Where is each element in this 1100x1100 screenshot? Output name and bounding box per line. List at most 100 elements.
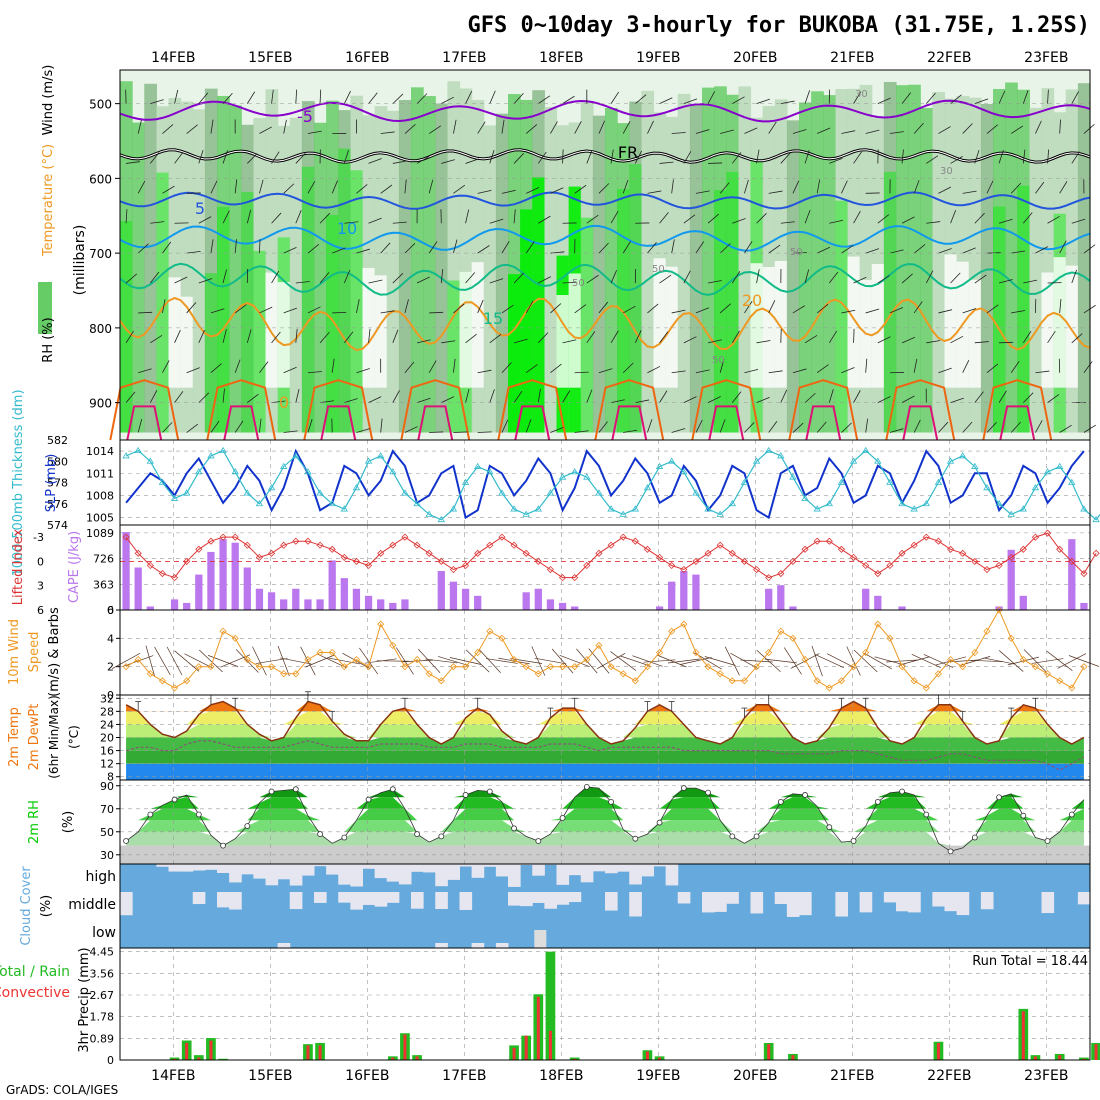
wind-barb xyxy=(319,212,331,224)
wind-barb xyxy=(1059,240,1067,254)
rh-dry-patch xyxy=(847,256,861,388)
li-marker xyxy=(207,537,215,545)
contour-hot-loop xyxy=(611,405,648,441)
wind-barb xyxy=(647,190,662,194)
wind10-marker xyxy=(534,670,542,678)
precip-total-bar xyxy=(218,1058,228,1060)
wind-barb xyxy=(683,151,692,164)
rh-column xyxy=(641,90,655,433)
cloud-high-gap xyxy=(362,864,376,869)
thickness-marker xyxy=(473,462,482,469)
rh-moist-column xyxy=(217,206,230,433)
wind-barb xyxy=(174,89,179,104)
cloud-mid-gap xyxy=(544,892,557,909)
rh2m-marker xyxy=(874,798,881,805)
rh2m-marker xyxy=(996,794,1002,801)
temp-ylabel-4: (°C) xyxy=(67,725,81,749)
cloud-mid-gap xyxy=(556,892,570,905)
rh2m-marker xyxy=(535,838,542,844)
wind10-barb xyxy=(305,654,335,668)
ua-tick-label: 500 xyxy=(89,98,112,112)
thickness-marker xyxy=(1055,462,1064,469)
li-marker xyxy=(267,549,276,557)
wind-barb xyxy=(647,419,653,433)
wind-barb xyxy=(356,368,370,374)
rh-column xyxy=(314,122,327,433)
wind-barb xyxy=(962,123,973,134)
wind-barb xyxy=(307,243,320,254)
rh-column xyxy=(447,81,461,433)
wind-barb xyxy=(744,241,753,254)
contour-plus5 xyxy=(119,191,1091,210)
slp-tick-label: 1005 xyxy=(86,512,114,525)
wind10-marker xyxy=(449,663,458,671)
li-marker xyxy=(183,557,191,565)
dewpt-line xyxy=(125,740,1085,771)
wind-barb xyxy=(513,272,525,284)
rh-dry-patch xyxy=(1041,272,1055,388)
cloud-mid-gap xyxy=(350,892,363,910)
wind-barb xyxy=(768,300,776,314)
contour-hot-loop xyxy=(320,405,357,441)
wind10-barb xyxy=(970,659,1003,663)
cloud-high-gap xyxy=(192,864,206,871)
wind-barb xyxy=(756,340,771,344)
li-marker xyxy=(765,574,773,582)
cape-bar xyxy=(170,599,179,610)
cape-bar xyxy=(655,606,664,610)
wind10-marker xyxy=(959,663,967,671)
precip-conv-bar xyxy=(209,1040,213,1060)
wind-barb xyxy=(234,239,237,254)
precip-conv-bar xyxy=(512,1047,516,1060)
wind-barb xyxy=(950,335,964,344)
wind-barb xyxy=(1010,421,1021,433)
li-marker xyxy=(498,533,506,541)
wind10-marker xyxy=(146,670,154,678)
contour-warm-loop xyxy=(206,379,277,441)
wind-barb xyxy=(186,423,199,433)
temp-tick-label: 32 xyxy=(100,692,114,705)
wind-barb xyxy=(719,243,731,254)
wind-barb xyxy=(416,276,430,284)
wind-barb xyxy=(744,422,755,433)
rh2m-tick-label: 70 xyxy=(100,803,114,816)
li-marker xyxy=(316,541,324,549)
cloud-high-gap xyxy=(605,864,618,874)
wind10-marker xyxy=(219,627,227,635)
wind-barb xyxy=(804,90,810,104)
wind10-marker xyxy=(789,634,797,642)
wind-barb xyxy=(198,150,204,164)
wind-barb xyxy=(356,428,371,433)
wind-barb xyxy=(586,331,596,344)
wind-barb xyxy=(926,92,936,104)
precip-conv-bar xyxy=(391,1057,395,1060)
li-marker xyxy=(170,574,179,582)
cloud-high-gap xyxy=(350,864,363,887)
wind-barb xyxy=(804,210,811,224)
precip-conv-bar xyxy=(791,1055,795,1060)
precip-tick-label: 4.45 xyxy=(90,946,115,959)
wind-barb xyxy=(634,150,642,164)
rh2m-marker xyxy=(244,823,251,829)
li-marker xyxy=(1007,553,1015,561)
wind-barb xyxy=(319,332,330,344)
wind10-barb xyxy=(486,658,518,664)
temp-line xyxy=(125,700,1085,745)
wind-barb xyxy=(550,187,564,194)
wind-barb xyxy=(331,180,339,194)
wind-barb xyxy=(586,274,599,284)
wind-barb xyxy=(562,149,564,164)
li-marker xyxy=(340,553,348,561)
wind10-barb xyxy=(207,655,239,667)
wind-barb xyxy=(768,370,783,374)
wind-barb xyxy=(707,280,722,284)
precip-frame xyxy=(119,947,1091,1061)
wind-barb xyxy=(732,218,746,224)
wind-barb xyxy=(950,156,963,164)
li-marker xyxy=(474,549,482,557)
cape-bar xyxy=(862,588,870,610)
wind-barb xyxy=(901,149,904,164)
wind10-marker xyxy=(158,677,167,685)
wind-barb xyxy=(574,121,582,134)
